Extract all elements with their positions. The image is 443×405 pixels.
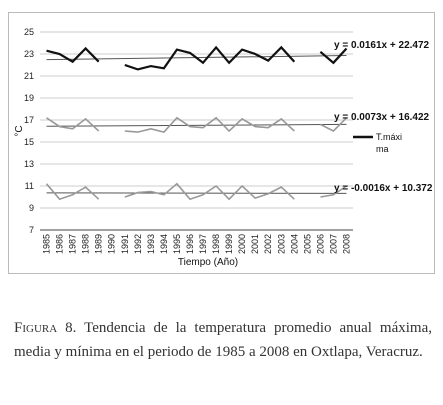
series-line	[45, 183, 100, 201]
x-tick-label: 1993	[146, 234, 156, 254]
series-line	[124, 182, 295, 201]
x-tick-label: 1996	[185, 234, 195, 254]
series-line	[46, 117, 100, 132]
y-tick-label: 23	[24, 49, 34, 59]
x-axis-label: Tiempo (Año)	[178, 257, 238, 268]
y-tick-label: 7	[29, 225, 34, 235]
series-lines	[45, 45, 348, 201]
series-line	[46, 46, 100, 64]
x-tick-label: 1992	[133, 234, 143, 254]
x-tick-label: 2001	[250, 234, 260, 254]
trend-equation: y = 0.0161x + 22.472	[334, 40, 430, 51]
x-tick-label: 2007	[328, 234, 338, 254]
trend-equation: y = 0.0073x + 16.422	[334, 112, 430, 123]
legend-label: T.máxi ma	[376, 132, 402, 154]
trend-equations: y = 0.0161x + 22.472 y = 0.0073x + 16.422…	[334, 40, 433, 194]
x-tick-label: 2008	[341, 234, 351, 254]
x-tick-label: 2003	[276, 234, 286, 254]
y-tick-label: 9	[29, 203, 34, 213]
x-tick-label: 2005	[302, 234, 312, 254]
trendline	[46, 123, 347, 127]
figure-caption: Figura 8. Tendencia de la temperatura pr…	[14, 316, 432, 364]
x-tick-label: 1989	[94, 234, 104, 254]
x-tick-label: 1988	[81, 234, 91, 254]
caption-lead: Figura 8.	[14, 320, 77, 336]
y-tick-label: 21	[24, 71, 34, 81]
series-line	[124, 45, 296, 71]
y-tick-label: 15	[24, 137, 34, 147]
y-tick-label: 13	[24, 159, 34, 169]
x-tick-label: 2000	[237, 234, 247, 254]
caption-text: Tendencia de la temperatura promedio anu…	[14, 320, 432, 360]
y-tick-label: 17	[24, 115, 34, 125]
x-tick-label: 1987	[68, 234, 78, 254]
x-tick-label: 2002	[263, 234, 273, 254]
x-tick-label: 2004	[289, 234, 299, 254]
x-tick-label: 2006	[315, 234, 325, 254]
y-tick-label: 25	[24, 27, 34, 37]
x-tick-label: 1994	[159, 234, 169, 254]
x-tick-label: 1997	[198, 234, 208, 254]
y-axis-label: °C	[14, 125, 25, 136]
x-tick-labels: 1985 1986 1987 1988 1989 1990 1991 1992 1993 1994…	[42, 234, 352, 254]
x-tick-label: 1998	[211, 234, 221, 254]
series-line	[319, 47, 348, 65]
y-tick-labels: 7 9 11 13 15 17 19 21 23 25	[24, 27, 34, 235]
x-tick-label: 1991	[120, 234, 130, 254]
y-tick-label: 11	[25, 181, 34, 191]
series-line	[320, 117, 348, 132]
chart-container: 7 9 11 13 15 17 19 21 23 25 1985 1986 1987 1988 1989 1…	[8, 12, 435, 274]
trend-equation: y = -0.0016x + 10.372	[334, 183, 433, 194]
series-line	[320, 185, 347, 198]
x-tick-label: 1986	[55, 234, 65, 254]
series-line	[124, 116, 295, 133]
x-tick-label: 1999	[224, 234, 234, 254]
legend: T.máxi ma	[353, 132, 402, 154]
y-tick-label: 19	[24, 93, 34, 103]
x-tick-label: 1985	[42, 234, 52, 254]
x-tick-label: 1990	[107, 234, 117, 254]
x-tick-label: 1995	[172, 234, 182, 254]
